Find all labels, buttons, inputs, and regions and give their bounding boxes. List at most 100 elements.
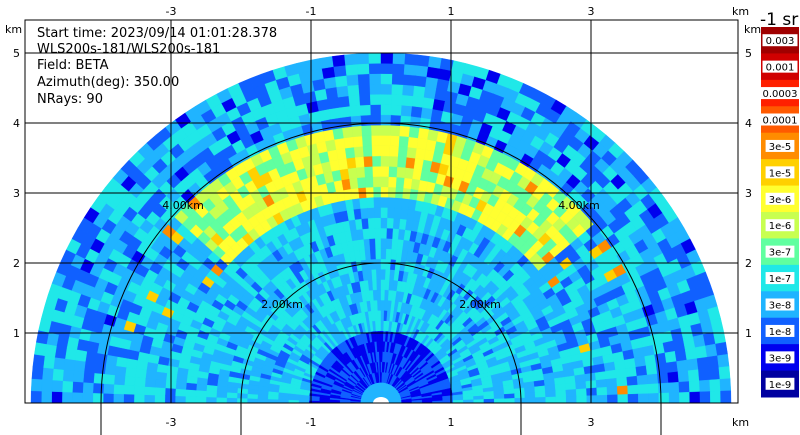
field-cell [83,361,96,374]
field-cell [64,347,78,361]
field-cell [423,86,437,100]
field-cell [364,166,374,178]
field-cell [360,207,369,219]
field-cell [684,347,698,361]
field-cell [389,145,400,157]
field-cell [352,197,361,210]
field-cell [406,146,418,159]
field-cell [404,53,418,66]
x-tick-label-bottom: -1 [306,416,317,429]
y-tick-label-right: 5 [745,47,752,60]
field-cell [452,399,464,403]
field-cell [534,385,546,393]
field-cell [717,354,730,368]
field-cell [473,395,485,401]
field-cell [403,74,416,86]
field-cell [719,378,732,392]
plot-frame [24,19,739,404]
field-cell [607,394,619,403]
colorbar-label-bg [765,298,795,311]
field-cell [646,373,659,385]
field-cell [617,394,629,403]
field-cell [373,196,382,208]
field-cell [361,217,370,230]
beta-field-image [30,52,732,403]
field-cell [376,268,382,280]
field-cell [554,383,567,392]
field-cell [377,310,382,321]
field-cell [344,146,356,159]
colorbar-label: 0.0003 [763,89,798,100]
field-cell [393,207,402,219]
field-cell [32,354,45,368]
field-cell [380,258,387,270]
range-ring [240,262,522,404]
field-cell [372,165,382,177]
field-cell [709,379,721,392]
field-cell [388,166,398,178]
colorbar-label-bg [762,60,798,73]
field-cell [62,369,75,382]
field-cell [154,386,166,396]
field-cell [709,390,721,403]
field-cell [390,124,401,137]
field-cell [369,83,382,95]
field-cell [51,391,63,403]
field-cell [371,145,382,157]
field-cell [380,289,386,301]
field-cell [586,395,598,403]
field-cell [535,397,546,403]
colorbar-label: 0.003 [766,36,795,47]
field-cell [342,126,354,139]
field-cell [575,388,588,397]
field-cell [375,238,382,249]
colorbar-title: -1 sr [760,10,799,30]
field-cell [52,368,64,381]
field-cell [143,394,155,403]
field-cell [373,207,382,219]
y-tick-label-right: 4 [745,117,752,130]
field-cell [257,398,268,403]
field-cell [637,393,649,403]
field-cell [414,75,428,88]
field-cell [385,248,393,260]
info-field: Field: BETA [37,58,109,73]
field-cell [594,371,607,381]
field-cell [391,94,403,106]
field-cell [216,397,227,403]
field-cell [708,367,721,381]
field-cell [367,217,376,229]
info-azimuth: Azimuth(deg): 350.00 [37,75,180,90]
field-cell [205,396,217,403]
field-cell [380,238,387,249]
field-cell [374,227,382,239]
field-cell [705,343,718,358]
field-cell [369,238,376,250]
field-cell [718,366,731,380]
field-cell [514,397,526,403]
field-cell [713,329,726,345]
field-cell [82,371,95,384]
field-cell [321,66,336,79]
field-cell [391,83,404,96]
field-cell [389,155,399,168]
field-cell [380,248,387,260]
field-cell [380,135,391,147]
field-cell [576,395,588,403]
field-cell [503,393,515,399]
field-cell [392,52,406,65]
field-cell [357,63,370,75]
field-cell [341,178,352,191]
field-cell [348,94,361,107]
colorbar: 0.003 0.001 0.0003 0.0001 3e-5 1e-5 3e-6 1e-6 3e… [759,27,800,398]
field-cell [715,341,728,356]
field-cell [463,399,474,403]
field-cell [395,176,405,189]
field-cell [635,365,648,377]
field-cell [372,155,382,167]
range-ring-label: 2.00km [261,298,303,311]
field-cell [616,385,629,395]
field-cell [524,391,536,399]
field-cell [363,238,371,250]
field-cell [34,341,47,356]
